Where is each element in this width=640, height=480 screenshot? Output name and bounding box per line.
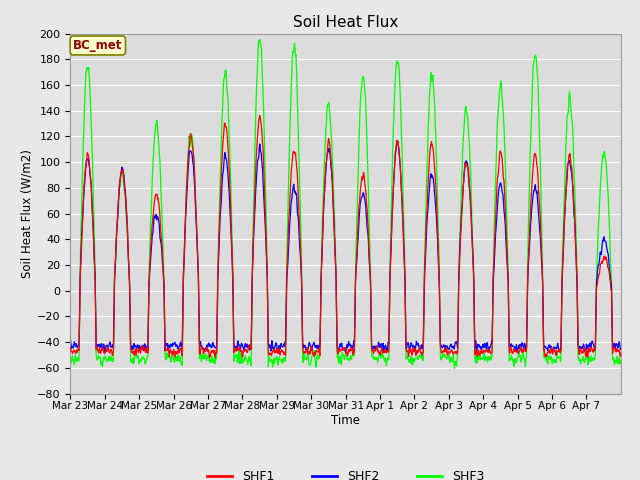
SHF3 bbox=[451, 365, 458, 371]
SHF1 bbox=[256, 113, 264, 119]
Y-axis label: Soil Heat Flux (W/m2): Soil Heat Flux (W/m2) bbox=[20, 149, 33, 278]
SHF3 bbox=[321, 146, 329, 152]
Line: SHF1: SHF1 bbox=[70, 116, 621, 358]
SHF1 bbox=[152, 192, 160, 198]
Line: SHF3: SHF3 bbox=[70, 39, 621, 368]
SHF1 bbox=[205, 355, 213, 360]
SHF2 bbox=[321, 190, 328, 195]
SHF3 bbox=[476, 350, 484, 356]
SHF2 bbox=[152, 212, 160, 218]
SHF1 bbox=[617, 350, 625, 356]
SHF3 bbox=[332, 249, 339, 254]
Line: SHF2: SHF2 bbox=[70, 141, 621, 354]
SHF2 bbox=[393, 138, 401, 144]
SHF1 bbox=[67, 345, 74, 350]
Text: BC_met: BC_met bbox=[73, 39, 122, 52]
SHF2 bbox=[549, 351, 557, 357]
SHF3 bbox=[152, 120, 160, 125]
SHF3 bbox=[611, 362, 618, 368]
SHF3 bbox=[557, 359, 564, 364]
SHF1 bbox=[557, 349, 564, 355]
SHF1 bbox=[611, 345, 618, 351]
SHF2 bbox=[331, 246, 339, 252]
SHF1 bbox=[476, 352, 484, 358]
SHF3 bbox=[256, 36, 264, 42]
Legend: SHF1, SHF2, SHF3: SHF1, SHF2, SHF3 bbox=[202, 465, 489, 480]
SHF3 bbox=[67, 354, 74, 360]
X-axis label: Time: Time bbox=[331, 414, 360, 427]
SHF2 bbox=[557, 348, 564, 353]
SHF2 bbox=[67, 336, 74, 342]
SHF2 bbox=[476, 345, 483, 350]
SHF2 bbox=[611, 340, 618, 346]
SHF2 bbox=[617, 346, 625, 352]
Title: Soil Heat Flux: Soil Heat Flux bbox=[293, 15, 398, 30]
SHF1 bbox=[332, 264, 340, 269]
SHF1 bbox=[321, 169, 329, 175]
SHF3 bbox=[617, 358, 625, 364]
